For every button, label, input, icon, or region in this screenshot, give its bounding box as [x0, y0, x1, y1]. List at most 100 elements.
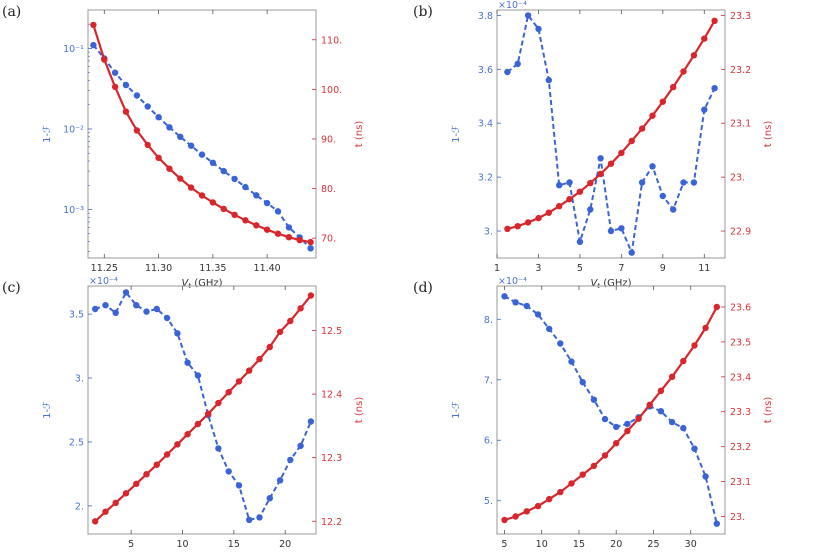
data-point-1-F — [597, 155, 604, 162]
y-left-tick-label: 3. — [484, 227, 493, 238]
data-point-1-F — [624, 420, 631, 428]
data-point-t — [713, 303, 720, 311]
data-point-t — [225, 389, 232, 396]
data-point-t — [92, 518, 99, 525]
data-point-t — [514, 223, 521, 230]
data-point-t — [266, 343, 273, 351]
data-point-1-F — [514, 60, 521, 68]
data-point-t — [557, 488, 564, 496]
y-left-tick-label: 10⁻³ — [63, 205, 84, 216]
data-point-t — [702, 324, 709, 332]
data-point-t — [546, 495, 553, 503]
data-point-t — [194, 420, 202, 428]
data-point-t — [274, 230, 282, 237]
data-point-t — [198, 192, 206, 199]
data-point-t — [618, 149, 625, 157]
chart-panel-4: 5 10 15 20 25 30 5. 6. 7. 8. 23. 23.1 23.2 23.3 23.4 23… — [451, 276, 774, 550]
data-point-1-F — [545, 76, 552, 84]
data-point-t — [231, 211, 238, 218]
y-right-tick-label: 23.2 — [730, 65, 751, 76]
data-point-t — [613, 440, 620, 447]
x-tick-label: 20 — [610, 539, 622, 550]
data-point-1-F — [287, 456, 294, 464]
data-point-1-F — [90, 41, 97, 49]
y-left-axis-label: 1-ℱ — [451, 401, 462, 419]
data-point-t — [209, 199, 217, 206]
data-point-1-F — [215, 445, 222, 452]
data-point-1-F — [166, 124, 173, 131]
data-point-t — [590, 462, 598, 470]
panel-label-b: (b) — [413, 4, 433, 20]
series-line-1-F — [94, 290, 312, 522]
x-tick-label: 11.30 — [145, 263, 172, 274]
data-point-1-F — [670, 206, 677, 213]
x-tick-label: 11.40 — [254, 263, 281, 274]
data-point-1-F — [253, 192, 260, 199]
data-point-t — [576, 188, 584, 195]
series-line-t — [507, 20, 716, 230]
data-point-1-F — [524, 12, 532, 19]
data-point-1-F — [274, 208, 282, 215]
data-point-1-F — [163, 314, 171, 322]
data-point-1-F — [92, 305, 99, 313]
plot-frame — [496, 9, 726, 259]
y-left-tick-label: 3.5 — [69, 310, 84, 321]
data-point-1-F — [220, 167, 227, 175]
y-left-axis-label: 1-ℱ — [42, 401, 53, 419]
data-point-1-F — [187, 142, 195, 149]
x-tick-label: 5 — [577, 263, 583, 274]
data-point-1-F — [601, 415, 609, 423]
data-point-t — [659, 98, 666, 105]
data-point-1-F — [691, 445, 698, 452]
data-point-1-F — [556, 182, 563, 189]
y-right-tick-label: 23. — [730, 173, 745, 184]
chart-panel-3: 5 10 15 20 2. 2.5 3. 3.5 12.2 12.3 12.4 12.5 ×10⁻⁴ Vt… — [42, 276, 365, 550]
data-point-t — [133, 127, 141, 134]
series-line-1-F — [92, 44, 312, 250]
y-right-axis-label: t (ns) — [354, 121, 365, 148]
data-point-t — [307, 238, 314, 246]
data-point-t — [112, 499, 119, 506]
data-point-t — [285, 234, 293, 241]
data-point-1-F — [546, 325, 553, 333]
y-right-axis-label: t (ns) — [763, 397, 774, 424]
data-point-t — [680, 68, 687, 75]
y-right-tick-label: 23.6 — [730, 302, 751, 313]
data-point-1-F — [144, 103, 151, 110]
data-point-1-F — [587, 206, 594, 213]
data-point-1-F — [122, 81, 130, 89]
data-point-t — [144, 141, 151, 149]
data-point-1-F — [122, 289, 130, 296]
y-right-tick-label: 12.5 — [321, 326, 342, 337]
x-tick-label: 1 — [494, 263, 500, 274]
data-point-1-F — [285, 224, 293, 231]
data-point-t — [242, 217, 249, 224]
data-point-1-F — [177, 133, 184, 140]
series-line-1-F — [504, 295, 718, 524]
data-point-t — [668, 373, 676, 380]
data-point-1-F — [535, 25, 542, 33]
panel-label-c: (c) — [2, 280, 21, 296]
data-point-1-F — [307, 418, 315, 425]
y-left-tick-label: 10⁻² — [63, 124, 84, 135]
data-point-t — [701, 35, 708, 42]
y-left-tick-label: 10⁻¹ — [63, 44, 84, 55]
data-point-t — [166, 165, 173, 172]
data-point-t — [235, 378, 243, 385]
data-point-1-F — [534, 311, 542, 318]
data-point-1-F — [523, 302, 530, 310]
data-point-1-F — [607, 227, 615, 235]
y-left-tick-label: 3.2 — [478, 173, 493, 184]
y-left-tick-label: 7. — [484, 375, 493, 386]
data-point-1-F — [568, 358, 575, 365]
data-point-1-F — [155, 114, 162, 121]
data-point-1-F — [566, 179, 573, 186]
plot-frame — [87, 285, 317, 535]
data-point-1-F — [638, 179, 646, 186]
data-point-1-F — [557, 340, 564, 347]
data-point-t — [523, 508, 530, 515]
x-axis-label: Vt (GHz) — [181, 278, 222, 290]
data-point-t — [163, 451, 171, 458]
y-right-tick-label: 23.1 — [730, 477, 751, 488]
series-line-t — [504, 306, 718, 522]
